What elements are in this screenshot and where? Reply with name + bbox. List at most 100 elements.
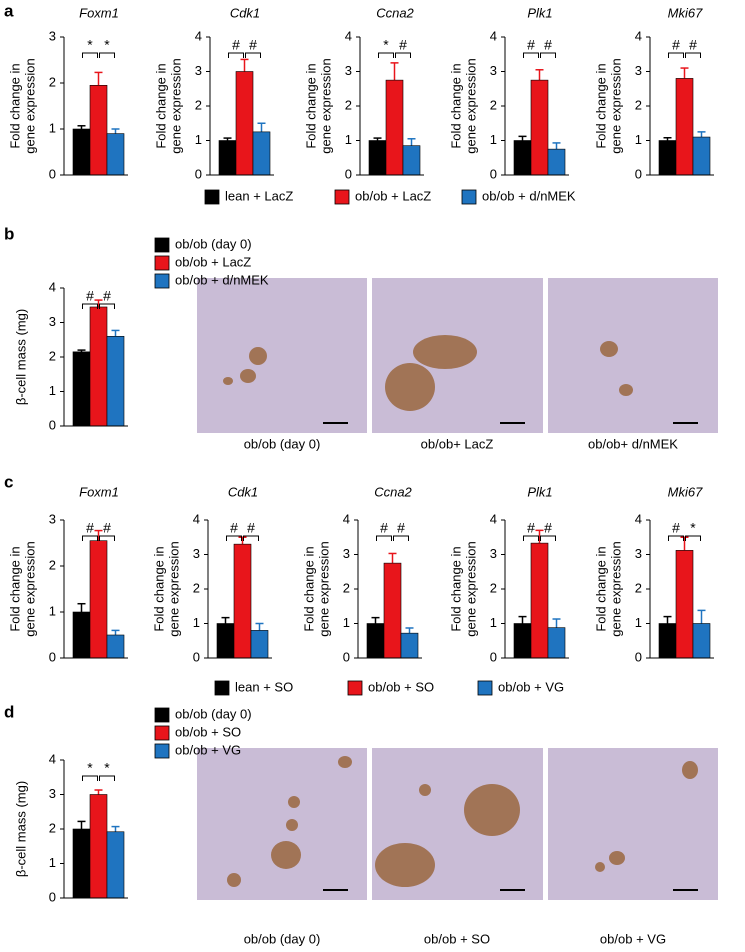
significance-label: * xyxy=(104,37,110,53)
significance-bracket xyxy=(685,535,701,541)
significance-label: # xyxy=(103,520,111,536)
y-tick-label: 2 xyxy=(490,97,497,112)
islet xyxy=(619,384,633,396)
y-tick-label: 0 xyxy=(193,649,200,664)
legend-swatch xyxy=(154,743,170,759)
panel-label: b xyxy=(4,224,14,243)
legend-label: ob/ob + d/nMEK xyxy=(175,272,269,287)
y-axis-label: β-cell mass (mg) xyxy=(13,309,28,405)
chart-title: Ccna2 xyxy=(376,5,414,20)
legend-label: ob/ob (day 0) xyxy=(175,706,252,721)
islet xyxy=(464,784,520,836)
legend-label: ob/ob + SO xyxy=(175,724,241,739)
y-tick-label: 2 xyxy=(635,97,642,112)
bar xyxy=(250,630,269,659)
y-tick-label: 0 xyxy=(635,166,642,181)
significance-label: * xyxy=(104,760,110,776)
legend-label: ob/ob + LacZ xyxy=(175,254,251,269)
y-axis-label: gene expression xyxy=(22,541,37,636)
legend-swatch xyxy=(347,680,363,696)
y-tick-label: 1 xyxy=(49,383,56,398)
significance-label: * xyxy=(690,520,696,536)
islet xyxy=(271,841,301,869)
significance-bracket xyxy=(685,52,701,58)
y-axis-label: gene expression xyxy=(166,541,181,636)
y-tick-label: 0 xyxy=(345,166,352,181)
micrographs-d xyxy=(197,748,718,900)
y-tick-label: 2 xyxy=(49,74,56,89)
y-tick-label: 1 xyxy=(343,615,350,630)
legend-label: ob/ob + LacZ xyxy=(355,188,431,203)
y-tick-label: 3 xyxy=(343,546,350,561)
y-tick-label: 0 xyxy=(49,889,56,904)
bar xyxy=(547,627,566,659)
y-axis-label: Fold change in xyxy=(448,546,463,631)
significance-label: * xyxy=(87,37,93,53)
bar-chart: Plk1 Fold change in gene expression 0 1 2 3 4 # # xyxy=(448,5,569,181)
y-tick-label: 4 xyxy=(635,28,642,43)
y-tick-label: 0 xyxy=(49,417,56,432)
y-tick-label: 1 xyxy=(490,132,497,147)
significance-bracket xyxy=(243,535,259,541)
y-tick-label: 4 xyxy=(49,279,56,294)
bar-chart: Mki67 Fold change in gene expression 0 1 2 3 4 #… xyxy=(593,5,714,181)
legend-swatch xyxy=(214,680,230,696)
y-axis-label: Fold change in xyxy=(7,546,22,631)
significance-label: # xyxy=(544,520,552,536)
y-axis-label: gene expression xyxy=(316,541,331,636)
significance-label: # xyxy=(689,37,697,53)
y-tick-label: 1 xyxy=(345,132,352,147)
legend-swatch xyxy=(154,707,170,723)
y-tick-label: 1 xyxy=(49,120,56,135)
islet xyxy=(286,819,298,831)
legend-swatch xyxy=(154,273,170,289)
chart-title: Cdk1 xyxy=(228,484,258,499)
bar xyxy=(89,794,108,899)
legend-label: ob/ob + d/nMEK xyxy=(482,188,576,203)
bar xyxy=(692,623,711,659)
significance-bracket xyxy=(393,535,409,541)
significance-label: * xyxy=(383,37,389,53)
islet xyxy=(609,851,625,865)
y-tick-label: 2 xyxy=(49,348,56,363)
significance-bracket xyxy=(82,52,98,58)
bar xyxy=(385,79,404,176)
significance-bracket xyxy=(82,535,98,541)
significance-label: # xyxy=(672,37,680,53)
y-tick-label: 3 xyxy=(49,511,56,526)
y-axis-label: Fold change in xyxy=(7,63,22,148)
significance-label: # xyxy=(230,520,238,536)
significance-label: # xyxy=(397,520,405,536)
y-axis-label: Fold change in xyxy=(153,63,168,148)
islet xyxy=(249,347,267,365)
significance-bracket xyxy=(245,52,261,58)
bar xyxy=(530,79,549,176)
legend-swatch xyxy=(154,255,170,271)
y-tick-label: 2 xyxy=(195,97,202,112)
significance-label: # xyxy=(399,37,407,53)
y-tick-label: 3 xyxy=(49,786,56,801)
bar xyxy=(106,335,125,427)
y-tick-label: 0 xyxy=(635,649,642,664)
image-caption: ob/ob + SO xyxy=(424,931,490,946)
bar xyxy=(72,611,91,659)
y-tick-label: 1 xyxy=(193,615,200,630)
bar xyxy=(72,828,91,899)
chart-title: Mki67 xyxy=(668,484,703,499)
y-tick-label: 2 xyxy=(635,580,642,595)
y-tick-label: 2 xyxy=(490,580,497,595)
y-tick-label: 4 xyxy=(345,28,352,43)
significance-bracket xyxy=(82,303,98,309)
chart-title: Ccna2 xyxy=(374,484,412,499)
chart-title: Foxm1 xyxy=(79,484,119,499)
legend-label: ob/ob + SO xyxy=(368,679,434,694)
y-axis-label: Fold change in xyxy=(593,63,608,148)
significance-label: # xyxy=(86,520,94,536)
islet xyxy=(600,341,618,357)
bar-chart: Foxm1 Fold change in gene expression 0 1 2 3 * * xyxy=(7,5,128,181)
chart-title: Plk1 xyxy=(527,5,552,20)
y-tick-label: 0 xyxy=(343,649,350,664)
micrograph xyxy=(548,278,718,433)
bar xyxy=(400,632,419,659)
image-caption: ob/ob+ LacZ xyxy=(421,436,494,451)
